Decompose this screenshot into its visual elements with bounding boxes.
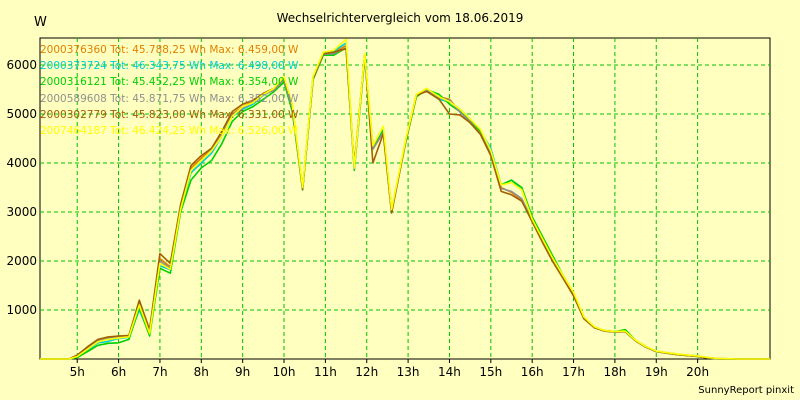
footer-credit: SunnyReport pinxit [698,385,794,396]
x-tick-label: 8h [194,365,209,379]
y-tick-label: 2000 [6,254,37,268]
x-tick-label: 16h [521,365,544,379]
x-tick-label: 7h [152,365,167,379]
grid-lines [40,38,770,359]
legend-entry: 2000373724 Tot: 46.343,75 Wh Max: 6.498,… [40,60,299,73]
legend-entry: 2000589608 Tot: 45.871,75 Wh Max: 6.352,… [40,92,299,105]
y-axis-unit: W [34,15,47,30]
legend-entry: 2000376360 Tot: 45.788,25 Wh Max: 6.459,… [40,44,299,56]
x-tick-label: 10h [273,365,296,379]
x-axis-ticks: 5h 6h 7h 8h 9h 10h 11h 12h 13h 14h 15h 16h 17h 18h 19h… [70,359,709,379]
series-lines [40,38,770,360]
legend-entry: 2007464187 Tot: 46.424,25 Wh Max: 6.526,… [40,125,299,138]
legend-entry: 2000302779 Tot: 45.823,00 Wh Max: 6.331,… [40,108,299,121]
y-tick-label: 3000 [6,205,37,219]
x-tick-label: 20h [686,365,709,379]
x-tick-label: 9h [235,365,250,379]
y-tick-label: 1000 [6,303,37,317]
y-tick-label: 4000 [6,156,37,170]
x-tick-label: 11h [314,365,337,379]
x-tick-label: 17h [562,365,585,379]
x-tick-label: 6h [111,365,126,379]
legend-entry: 2000316121 Tot: 45.452,25 Wh Max: 6.354,… [40,76,299,89]
y-tick-label: 5000 [6,107,37,121]
x-tick-label: 12h [355,365,378,379]
legend: 2000376360 Tot: 45.788,25 Wh Max: 6.459,… [40,42,298,139]
x-tick-label: 19h [645,365,668,379]
x-tick-label: 14h [438,365,461,379]
series-line-2007464187 [40,38,770,360]
plot-area [39,37,771,360]
x-tick-label: 18h [603,365,626,379]
y-tick-label: 6000 [6,58,37,72]
x-tick-label: 15h [479,365,502,379]
x-tick-label: 5h [70,365,85,379]
y-axis-ticks: 1000 2000 3000 4000 5000 6000 [6,58,37,317]
chart-title: Wechselrichtervergleich vom 18.06.2019 [276,11,524,25]
x-tick-label: 13h [397,365,420,379]
